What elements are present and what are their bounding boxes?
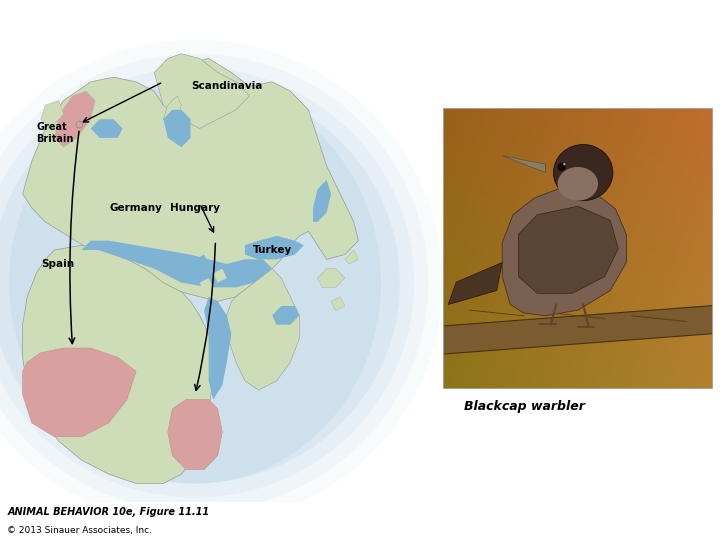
Polygon shape [163, 110, 191, 147]
Polygon shape [81, 241, 272, 287]
Text: Blackcap warbler: Blackcap warbler [464, 400, 585, 413]
Ellipse shape [0, 40, 443, 525]
Text: Great
Britain: Great Britain [36, 123, 73, 144]
Text: Spain: Spain [41, 259, 74, 269]
Text: Scandinavia: Scandinavia [191, 82, 263, 91]
Polygon shape [272, 306, 300, 325]
Ellipse shape [0, 82, 400, 483]
Polygon shape [23, 58, 359, 301]
Polygon shape [23, 245, 213, 483]
Polygon shape [55, 91, 95, 147]
Polygon shape [245, 236, 304, 259]
Polygon shape [345, 250, 359, 264]
Polygon shape [199, 278, 213, 292]
Polygon shape [318, 268, 345, 287]
Polygon shape [23, 348, 136, 437]
Ellipse shape [557, 163, 566, 171]
Polygon shape [331, 296, 345, 310]
Polygon shape [503, 187, 626, 316]
Text: ANIMAL BEHAVIOR 10e, Figure 11.11: ANIMAL BEHAVIOR 10e, Figure 11.11 [7, 507, 210, 517]
Polygon shape [91, 119, 122, 138]
Polygon shape [191, 255, 209, 273]
Text: Germany: Germany [109, 203, 163, 213]
Polygon shape [41, 100, 63, 129]
Ellipse shape [0, 54, 428, 511]
Polygon shape [163, 96, 181, 119]
Ellipse shape [0, 68, 414, 497]
Text: Figure 11.11  Migratory routes taken by blackcap warblers in the fall: Figure 11.11 Migratory routes taken by b… [6, 10, 508, 25]
Polygon shape [213, 268, 227, 282]
Polygon shape [227, 268, 300, 390]
Text: © 2013 Sinauer Associates, Inc.: © 2013 Sinauer Associates, Inc. [7, 526, 152, 535]
Polygon shape [195, 451, 204, 465]
Polygon shape [518, 206, 618, 293]
Polygon shape [168, 400, 222, 469]
Polygon shape [154, 54, 250, 129]
Text: Hungary: Hungary [170, 203, 220, 213]
Polygon shape [313, 180, 331, 222]
Ellipse shape [9, 82, 381, 483]
Polygon shape [448, 262, 503, 305]
Polygon shape [429, 305, 720, 355]
Polygon shape [204, 296, 231, 400]
Ellipse shape [554, 145, 613, 201]
Ellipse shape [557, 167, 598, 201]
Polygon shape [503, 156, 546, 173]
Text: Turkey: Turkey [253, 245, 292, 255]
Ellipse shape [563, 163, 565, 165]
